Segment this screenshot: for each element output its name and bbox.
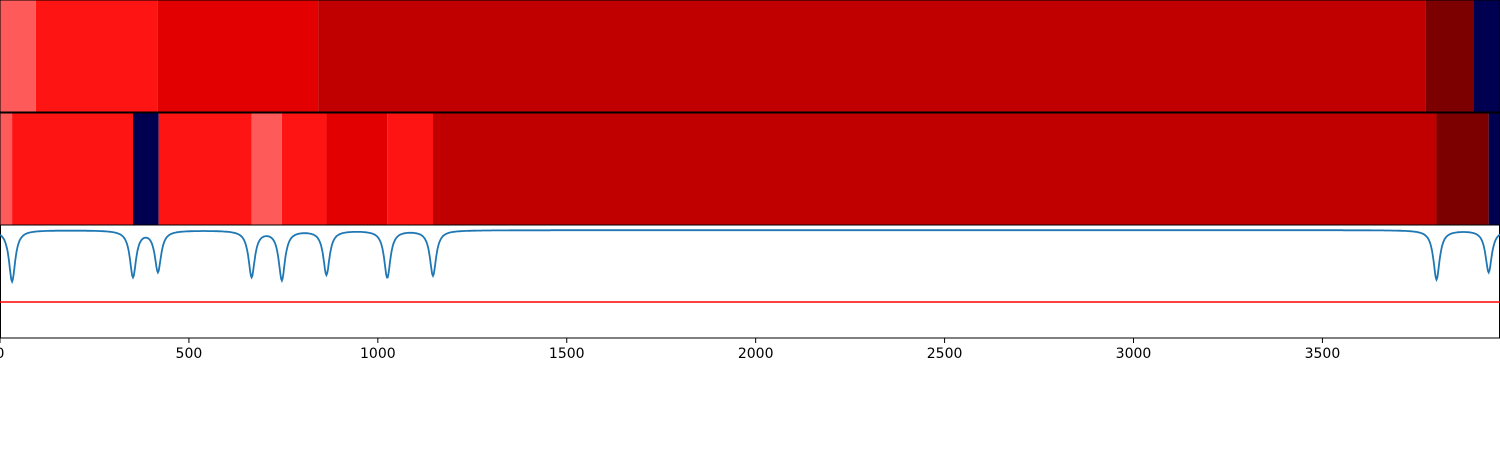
- heatmap-bottom-segment: [12, 113, 133, 225]
- heatmap-top-segment: [1425, 0, 1474, 112]
- heatmap-bottom-segment: [158, 113, 252, 225]
- heatmap-bottom-segment: [1488, 113, 1500, 225]
- series-line: [0, 229, 1500, 285]
- x-tick-label: 0: [0, 346, 4, 362]
- heatmap-top-segment: [157, 0, 319, 112]
- x-tick-label: 500: [176, 346, 203, 362]
- heatmap-bottom-segment: [132, 113, 159, 225]
- heatmap-bottom-segment: [1436, 113, 1489, 225]
- heatmap-top-segment: [35, 0, 158, 112]
- heatmap-top: [0, 0, 1500, 112]
- x-tick-label: 3000: [1116, 346, 1152, 362]
- x-tick-label: 2000: [738, 346, 774, 362]
- heatmap-bottom-segment: [326, 113, 388, 225]
- heatmap-bottom: [0, 113, 1500, 225]
- x-tick-label: 1500: [549, 346, 585, 362]
- heatmap-bottom-segment: [432, 113, 1437, 225]
- heatmap-top-frame: [0, 0, 1500, 113]
- x-tick-label: 3500: [1305, 346, 1341, 362]
- heatmap-bottom-segment: [0, 113, 13, 225]
- heatmap-bottom-segment: [251, 113, 282, 225]
- heatmap-bottom-segment: [387, 113, 433, 225]
- heatmap-top-segment: [0, 0, 36, 112]
- line-plot-frame: [0, 224, 1500, 339]
- x-tick-label: 2500: [927, 346, 963, 362]
- heatmap-top-segment: [1473, 0, 1500, 112]
- heatmap-bottom-segment: [281, 113, 327, 225]
- line-plot: [0, 224, 1500, 339]
- x-tick-label: 1000: [360, 346, 396, 362]
- heatmap-top-segment: [318, 0, 1426, 112]
- x-axis: 0 500 1000 1500 2000 2500 3000 3500: [0, 338, 1340, 362]
